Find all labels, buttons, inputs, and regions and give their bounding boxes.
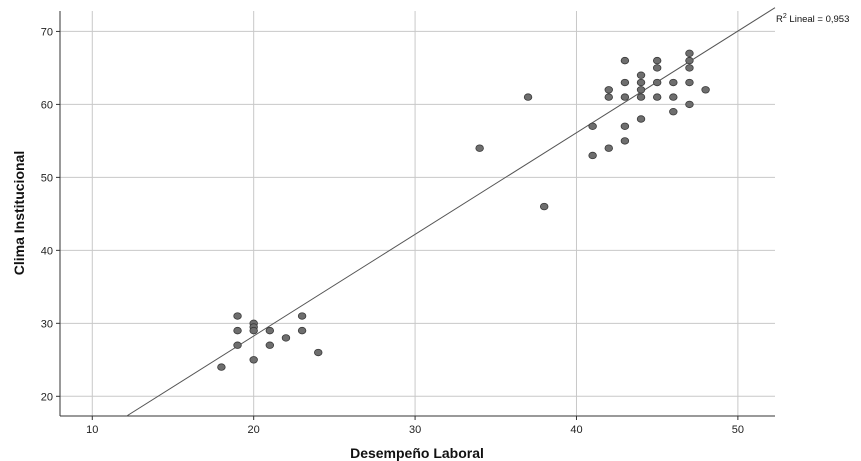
x-tick-label: 20 [248,424,260,436]
data-point [636,78,646,87]
data-point [620,78,630,87]
data-point [685,49,694,58]
data-point [636,86,646,94]
data-point [233,326,242,335]
data-point [475,144,484,152]
data-point [685,100,694,109]
data-point [249,326,258,335]
data-point [620,122,630,130]
x-gridlines [91,11,739,416]
data-points [217,49,710,371]
data-point [636,71,646,79]
r2-annotation: R2 Lineal = 0,953 [776,13,849,25]
data-point [523,93,533,101]
y-tick-label: 40 [41,245,53,257]
x-tick-label: 50 [732,424,744,436]
r2-label-prefix: R [776,14,783,25]
y-tick-label: 30 [41,318,53,330]
data-point [652,64,662,72]
data-point [652,93,662,101]
data-point [669,78,678,87]
data-point [281,334,291,342]
y-tick-label: 20 [41,391,53,403]
data-point [669,108,678,116]
data-point [233,312,242,320]
data-point [701,86,710,94]
data-point [249,356,258,364]
plot-area [60,11,775,416]
data-point [588,122,597,130]
data-point [588,151,597,160]
data-point [652,56,662,65]
data-point [217,363,226,371]
data-point [620,56,630,65]
r2-label-text: Lineal = 0,953 [787,14,850,25]
x-tick-label: 40 [570,424,582,436]
r2-label-superscript: 2 [783,13,787,20]
y-tick-label: 50 [41,172,53,184]
data-point [539,202,549,211]
data-point [314,348,323,357]
data-point [265,341,275,349]
data-point [636,115,646,123]
data-point [604,86,613,94]
data-point [297,312,307,320]
data-point [620,93,630,101]
data-point [685,78,694,87]
data-point [620,137,630,145]
data-point [685,56,694,65]
y-tick-label: 70 [41,26,53,38]
data-point [265,326,275,335]
y-gridlines [60,30,775,397]
data-point [652,78,662,87]
x-tick-label: 30 [409,424,421,436]
y-tick-label: 60 [41,99,53,111]
data-point [297,326,307,335]
data-point [604,93,613,101]
data-point [669,93,678,101]
data-point [604,144,613,152]
x-tick-labels: 10 20 30 40 50 [86,416,744,436]
x-axis-title: Desempeño Laboral [350,445,484,461]
data-point [636,93,646,101]
y-tick-labels: 20 30 40 50 60 70 [41,26,60,403]
y-axis-title: Clima Institucional [11,151,27,275]
x-tick-label: 10 [86,424,98,436]
data-point [233,341,242,349]
data-point [685,64,694,72]
